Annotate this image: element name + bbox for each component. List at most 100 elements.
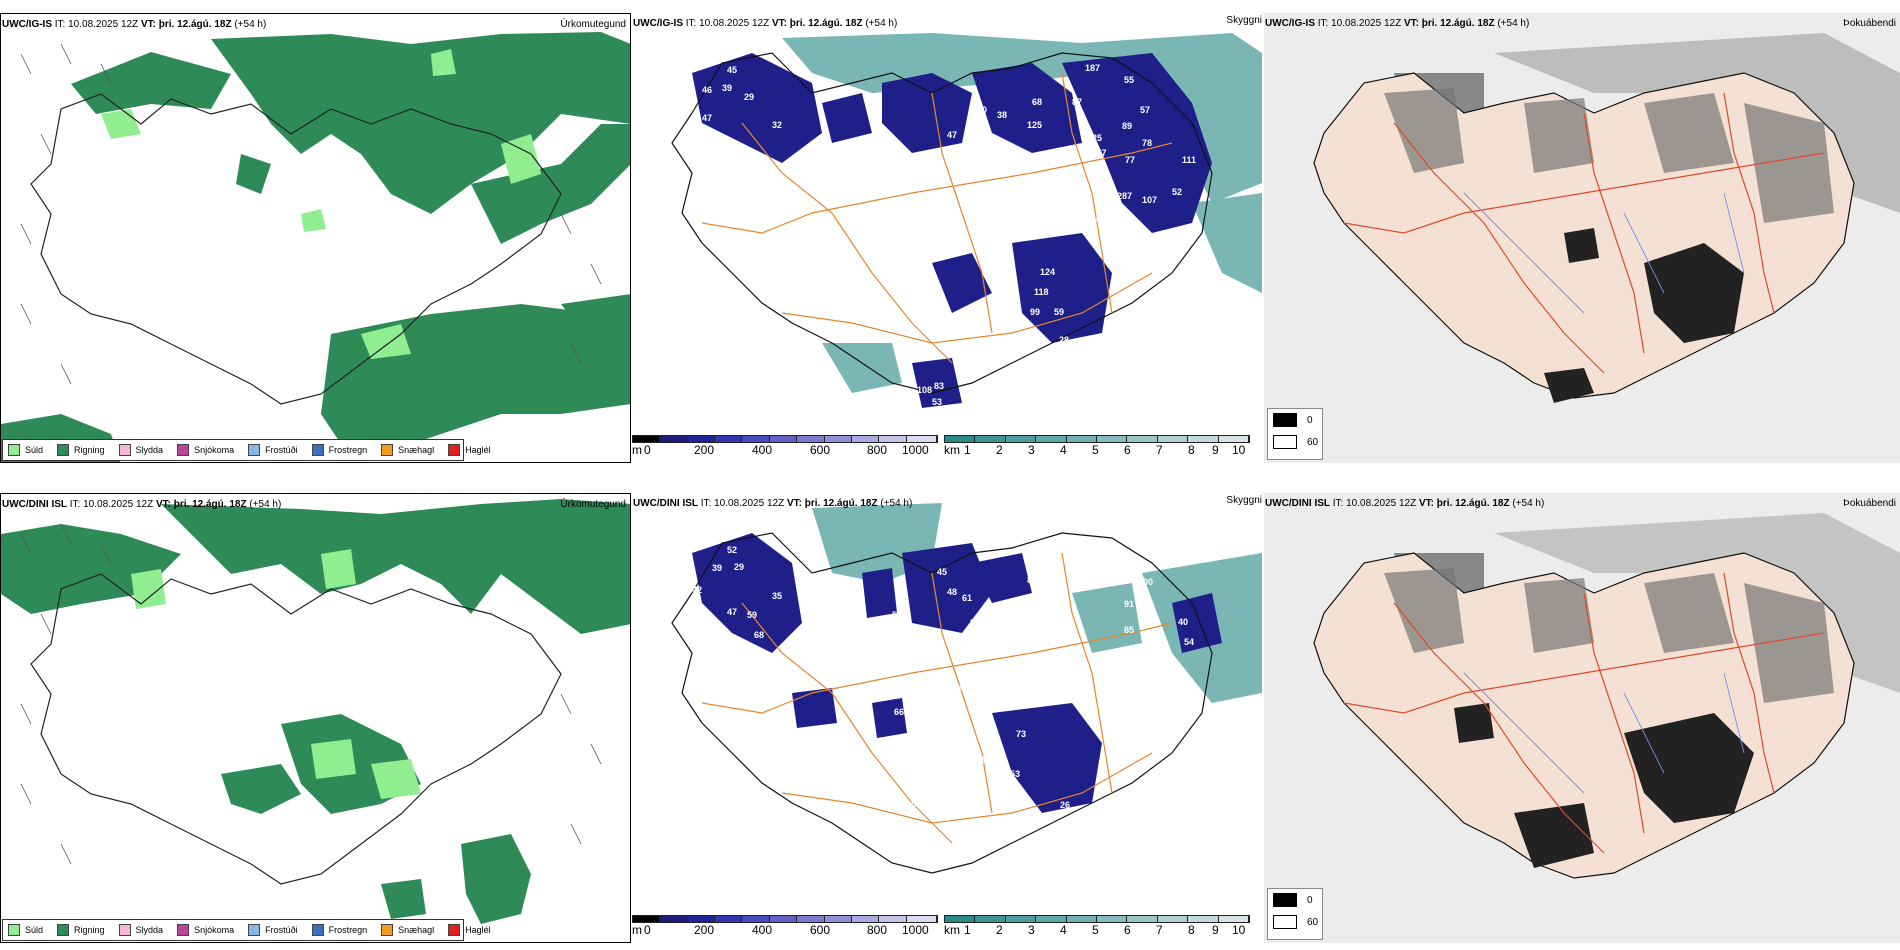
legend-label: Frostúði (265, 445, 298, 455)
fog-map-row2 (1264, 493, 1900, 943)
wind-barbs (20, 523, 602, 865)
legend-label: Haglél (465, 445, 491, 455)
cloud-value: 107 (1142, 195, 1157, 205)
cloud-value: 83 (934, 381, 944, 391)
colorbar-segment (1188, 436, 1219, 442)
cloud-value: 52 (727, 545, 737, 555)
precip-header-row1: UWC/IG-IS IT: 10.08.2025 12Z VT: þri. 12… (2, 19, 266, 30)
cloud-value: 68 (754, 630, 764, 640)
colorbar-segment (660, 916, 688, 922)
km-colorbar-strip (944, 435, 1250, 443)
fog-title-row1: Þokuábendi (1843, 18, 1896, 29)
cloud-map-row1: 45 46 39 29 47 32 77 33 40 47 38 68 125 … (671, 33, 1262, 408)
cloud-value: 85 (1027, 575, 1037, 585)
cloud-value: 42 (692, 585, 702, 595)
cloud-value: 61 (962, 593, 972, 603)
cloud-value: 53 (1010, 769, 1020, 779)
lead-time: (+54 h) (1512, 498, 1545, 509)
colorbar-tick: 7 (1156, 443, 1163, 457)
model-name: UWC/IG-IS (2, 19, 52, 30)
legend-label: Rigning (74, 445, 105, 455)
cloud-value: 77 (727, 145, 737, 155)
legend-item: Frostúði (248, 444, 298, 456)
model-name: UWC/IG-IS (633, 18, 683, 29)
cloud-value: 99 (1030, 307, 1040, 317)
height-colorbar-labels: m 0 200 400 600 800 1000 (632, 443, 938, 459)
colorbar-segment (851, 916, 880, 922)
precip-legend-row1: Súld Rigning Slydda Snjókoma Frostúði Fr… (2, 439, 491, 461)
colorbar-segment (687, 436, 716, 442)
cloud-value: 77 (1125, 155, 1135, 165)
legend-label: Frostúði (265, 925, 298, 935)
it-value: 10.08.2025 12Z (699, 18, 770, 29)
colorbar-tick: 6 (1124, 923, 1131, 937)
colorbar-tick: 0 (644, 923, 651, 937)
vt-label: VT: (155, 499, 171, 510)
cloud-value: 29 (744, 92, 754, 102)
road-network (1343, 92, 1825, 374)
colorbar-tick: 600 (810, 443, 831, 457)
fog-gray-areas (1384, 568, 1834, 703)
swatch (57, 444, 70, 456)
model-name: UWC/DINI ISL (2, 499, 67, 510)
swatch (177, 924, 190, 936)
colorbar-segment (1096, 916, 1128, 922)
colorbar-segment (906, 436, 937, 442)
colorbar-tick: 7 (1156, 923, 1163, 937)
height-colorbar-labels: m 0 200 400 600 800 1000 (632, 923, 938, 939)
fog-legend-item: 0 (1268, 889, 1322, 911)
it-label: IT: (54, 19, 66, 30)
colorbar-segment (851, 436, 880, 442)
legend-label: 0 (1307, 414, 1313, 426)
vt-value: þri. 12.ágú. 18Z (804, 498, 878, 509)
vt-value: þri. 12.ágú. 18Z (173, 499, 247, 510)
colorbar-tick: 800 (867, 923, 888, 937)
colorbar-tick: 1 (964, 443, 971, 457)
colorbar-tick: 1 (964, 923, 971, 937)
cloud-value: 108 (917, 385, 932, 395)
colorbar-segment (1157, 436, 1189, 442)
colorbar-tick: 9 (1212, 443, 1219, 457)
precip-header-row2: UWC/DINI ISL IT: 10.08.2025 12Z VT: þri.… (2, 499, 281, 510)
cloud-value: 32 (772, 120, 782, 130)
legend-item: Haglél (448, 444, 491, 456)
colorbar-tick: 10 (1232, 443, 1246, 457)
swatch (381, 924, 394, 936)
colorbar-tick: 4 (1060, 923, 1067, 937)
cloud-value: 68 (1032, 97, 1042, 107)
colorbar-tick: 6 (1124, 443, 1131, 457)
cloud-value: 85 (1124, 625, 1134, 635)
legend-label: Haglél (465, 925, 491, 935)
cloud-value: 47 (702, 113, 712, 123)
colorbar-segment (715, 916, 743, 922)
it-value: 10.08.2025 12Z (83, 499, 154, 510)
cloud-value: 53 (932, 397, 942, 407)
colorbar-segment (1127, 436, 1158, 442)
colorbar-tick: 3 (1028, 443, 1035, 457)
colorbar-segment (687, 916, 716, 922)
colorbar-segment (975, 436, 1006, 442)
cloud-value: 116 (980, 755, 995, 765)
legend-item: Rigning (57, 924, 105, 936)
cloud-value: 47 (947, 130, 957, 140)
cloud-value: 118 (1034, 287, 1049, 297)
swatch (448, 924, 461, 936)
height-colorbar-row1: m 0 200 400 600 800 1000 (632, 435, 938, 463)
colorbar-segment (1218, 436, 1249, 442)
fog-panel-row1: UWC/IG-IS IT: 10.08.2025 12Z VT: þri. 12… (1264, 13, 1900, 463)
cloud-value: 33 (747, 175, 757, 185)
colorbar-tick: 3 (1028, 923, 1035, 937)
cloud-header-row2: UWC/DINI ISL IT: 10.08.2025 12Z VT: þri.… (633, 498, 912, 509)
cloud-value: 25 (1092, 133, 1102, 143)
cloud-value: 65 (875, 832, 885, 842)
legend-item: Haglél (448, 924, 491, 936)
swatch (1273, 413, 1297, 427)
colorbar-segment (1157, 916, 1189, 922)
colorbar-tick: 400 (752, 923, 773, 937)
cloud-value: 89 (1122, 121, 1132, 131)
cloud-base-areas (692, 53, 1212, 408)
swatch (448, 444, 461, 456)
colorbar-unit: km (944, 923, 960, 937)
cloud-value: 91 (1124, 599, 1134, 609)
vt-value: þri. 12.ágú. 18Z (158, 19, 232, 30)
